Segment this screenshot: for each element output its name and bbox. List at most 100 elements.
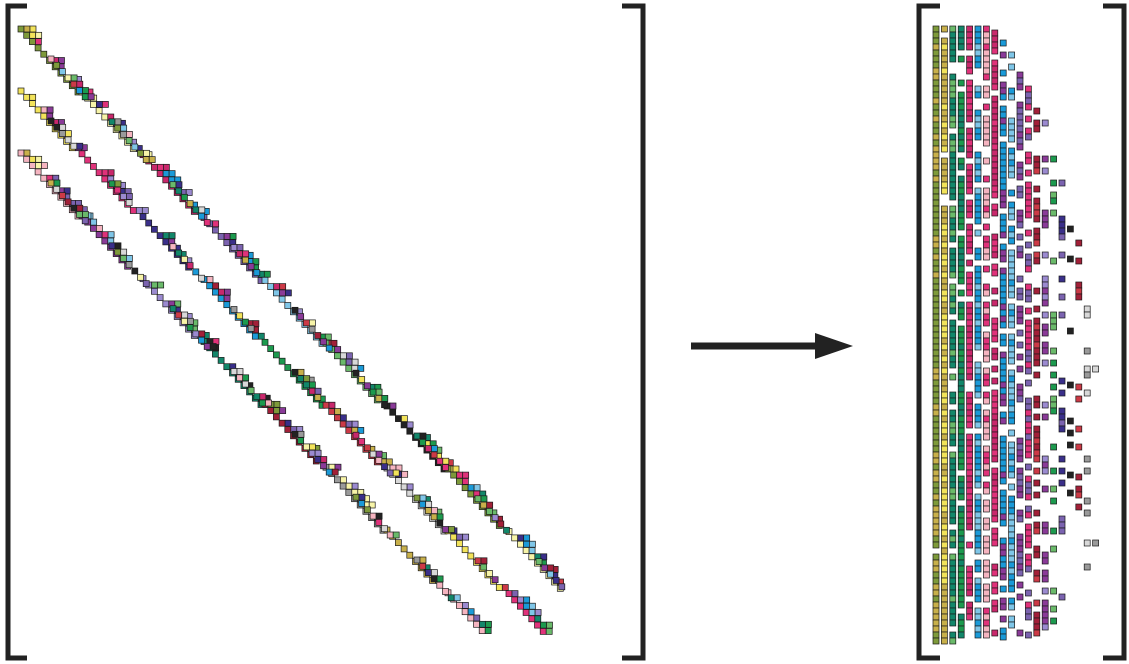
right-cell <box>941 433 948 441</box>
left-cell <box>114 186 122 194</box>
right-cell <box>949 121 957 129</box>
right-cell <box>957 43 965 51</box>
right-cell <box>957 145 965 153</box>
right-cell <box>1075 293 1083 301</box>
left-cell <box>517 534 525 542</box>
left-cell <box>419 432 427 440</box>
left-cell <box>29 38 36 45</box>
left-cell <box>406 551 414 559</box>
right-cell <box>999 537 1007 545</box>
right-cell <box>999 201 1007 209</box>
left-cell <box>303 375 311 382</box>
left-cell <box>70 80 78 88</box>
right-cell <box>1033 425 1041 433</box>
right-cell <box>932 115 940 123</box>
right-cell <box>932 379 940 387</box>
left-cell <box>101 169 109 177</box>
left-cell <box>101 175 109 183</box>
left-cell <box>558 583 566 591</box>
right-cell <box>957 529 965 537</box>
left-cell <box>148 156 156 163</box>
right-cell <box>932 337 940 345</box>
right-cell <box>1025 397 1032 405</box>
right-cell <box>949 631 957 639</box>
right-cell <box>999 573 1007 581</box>
right-cell <box>1025 157 1032 165</box>
left-cell <box>257 332 265 340</box>
right-cell <box>983 283 990 291</box>
right-cell <box>957 139 965 147</box>
right-cell <box>1008 453 1015 461</box>
right-cell <box>1033 209 1041 217</box>
right-cell <box>974 403 982 411</box>
right-cell <box>999 459 1007 467</box>
right-cell <box>957 559 965 567</box>
right-cell <box>941 631 948 639</box>
right-cell <box>999 465 1007 473</box>
left-cell <box>278 295 286 303</box>
left-cell <box>419 494 427 502</box>
right-cell <box>1016 233 1024 241</box>
right-cell <box>999 477 1007 485</box>
right-cell <box>999 321 1007 329</box>
right-cell <box>1025 127 1032 135</box>
right-cell <box>941 163 948 171</box>
left-cell <box>247 325 255 332</box>
right-cell <box>966 613 973 621</box>
right-cell <box>949 415 957 423</box>
left-cell <box>358 438 366 445</box>
right-cell <box>957 91 965 99</box>
right-cell <box>1025 463 1032 471</box>
right-cell <box>941 397 948 405</box>
right-cell <box>1008 279 1015 287</box>
right-cell <box>957 343 965 351</box>
right-cell <box>949 49 957 57</box>
right-cell <box>932 625 940 633</box>
right-cell <box>966 403 973 411</box>
right-cell <box>983 133 990 141</box>
left-cell <box>345 420 353 428</box>
right-cell <box>983 157 990 165</box>
right-cell <box>966 415 973 423</box>
right-cell <box>941 439 948 447</box>
right-cell <box>991 173 999 181</box>
right-cell <box>1041 311 1049 319</box>
right-cell <box>1041 521 1049 529</box>
right-cell <box>949 637 957 645</box>
right-cell <box>1025 535 1032 543</box>
right-cell <box>941 157 948 165</box>
right-cell <box>1033 317 1041 325</box>
left-cell <box>495 584 503 591</box>
right-cell <box>991 533 999 541</box>
right-cell <box>932 325 940 333</box>
right-cell <box>941 187 948 195</box>
right-cell <box>991 587 999 595</box>
right-cell <box>957 583 965 591</box>
right-cell <box>974 505 982 513</box>
right-cell <box>941 625 948 633</box>
right-cell <box>949 325 957 333</box>
right-cell <box>974 127 982 135</box>
right-cell <box>1050 443 1057 451</box>
right-cell <box>974 91 982 99</box>
right-cell <box>1025 427 1032 435</box>
right-cell <box>974 391 982 399</box>
right-cell <box>991 65 999 73</box>
right-cell <box>932 319 940 327</box>
right-cell <box>1008 597 1015 605</box>
right-cell <box>932 511 940 519</box>
right-cell <box>1025 343 1032 351</box>
right-cell <box>1008 549 1015 557</box>
left-cell <box>462 478 469 485</box>
right-cell <box>991 299 999 307</box>
right-cell <box>932 109 940 117</box>
left-cell <box>186 324 194 331</box>
right-cell <box>1008 285 1015 293</box>
right-cell <box>1008 207 1015 215</box>
right-cell <box>966 229 973 237</box>
left-cell <box>40 106 48 114</box>
left-cell <box>90 163 97 170</box>
right-cell <box>999 291 1007 299</box>
right-cell <box>991 59 999 67</box>
right-cell <box>949 457 957 465</box>
